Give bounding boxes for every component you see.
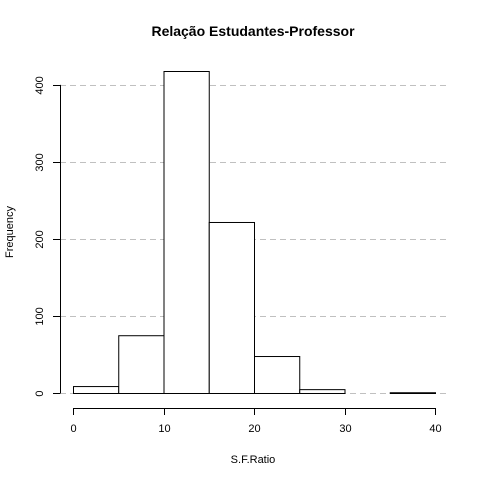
y-tick-label: 100 <box>34 307 46 325</box>
x-axis: 0 10 20 30 40 <box>70 408 442 435</box>
histogram-bar <box>118 335 165 395</box>
y-tick-label: 400 <box>34 76 46 94</box>
histogram-bar <box>163 71 210 394</box>
chart-title: Relação Estudantes-Professor <box>151 23 355 39</box>
histogram-bar <box>389 392 436 395</box>
histogram-bar <box>254 356 301 395</box>
histogram-bar <box>208 221 255 394</box>
histogram-bar <box>299 389 346 394</box>
y-tick-label: 300 <box>34 153 46 171</box>
histogram-bar <box>73 386 120 395</box>
x-tick-label: 20 <box>248 423 260 435</box>
y-tick-label: 200 <box>34 230 46 248</box>
x-tick-label: 30 <box>339 423 351 435</box>
y-tick-label: 0 <box>34 390 46 396</box>
x-tick-label: 0 <box>70 423 76 435</box>
y-axis-label: Frequency <box>4 206 16 258</box>
x-tick-label: 40 <box>429 423 441 435</box>
bars-group <box>73 71 436 395</box>
y-axis: 0 100 200 300 400 <box>34 76 61 397</box>
x-tick-label: 10 <box>158 423 170 435</box>
x-axis-label: S.F.Ratio <box>231 454 276 466</box>
